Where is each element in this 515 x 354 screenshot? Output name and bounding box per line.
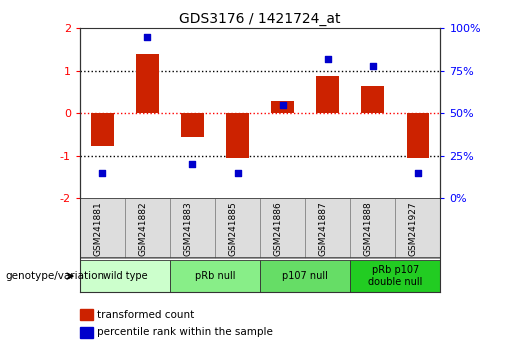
FancyBboxPatch shape <box>80 260 170 292</box>
Text: GSM241883: GSM241883 <box>183 201 193 256</box>
Point <box>323 56 332 62</box>
Text: wild type: wild type <box>102 271 147 281</box>
FancyBboxPatch shape <box>396 198 440 258</box>
Text: percentile rank within the sample: percentile rank within the sample <box>97 327 273 337</box>
Text: transformed count: transformed count <box>97 310 194 320</box>
Text: GSM241927: GSM241927 <box>409 201 418 256</box>
Text: GSM241881: GSM241881 <box>93 201 102 256</box>
Text: p107 null: p107 null <box>282 271 328 281</box>
FancyBboxPatch shape <box>215 198 260 258</box>
Point <box>369 63 377 69</box>
Text: GSM241882: GSM241882 <box>139 201 147 256</box>
Bar <box>80 309 93 320</box>
Title: GDS3176 / 1421724_at: GDS3176 / 1421724_at <box>179 12 341 26</box>
Bar <box>226 113 249 158</box>
Text: GSM241888: GSM241888 <box>364 201 373 256</box>
Point <box>143 34 151 40</box>
Bar <box>406 113 429 158</box>
Text: GSM241885: GSM241885 <box>229 201 237 256</box>
FancyBboxPatch shape <box>305 198 350 258</box>
FancyBboxPatch shape <box>350 260 440 292</box>
Point <box>188 161 197 167</box>
Text: pRb null: pRb null <box>195 271 235 281</box>
Text: pRb p107
double null: pRb p107 double null <box>368 265 422 287</box>
Point <box>414 170 422 176</box>
FancyBboxPatch shape <box>260 260 350 292</box>
Point <box>98 170 107 176</box>
Bar <box>362 86 384 113</box>
FancyBboxPatch shape <box>260 198 305 258</box>
Point <box>279 102 287 108</box>
Bar <box>181 113 204 137</box>
Text: genotype/variation: genotype/variation <box>5 271 104 281</box>
Bar <box>271 101 294 113</box>
Bar <box>80 327 93 338</box>
FancyBboxPatch shape <box>350 198 396 258</box>
Text: GSM241887: GSM241887 <box>319 201 328 256</box>
Point <box>233 170 242 176</box>
Bar <box>136 54 159 113</box>
FancyBboxPatch shape <box>80 198 125 258</box>
FancyBboxPatch shape <box>170 260 260 292</box>
Bar <box>316 76 339 113</box>
Bar <box>91 113 114 147</box>
FancyBboxPatch shape <box>170 198 215 258</box>
Text: GSM241886: GSM241886 <box>273 201 283 256</box>
FancyBboxPatch shape <box>125 198 170 258</box>
